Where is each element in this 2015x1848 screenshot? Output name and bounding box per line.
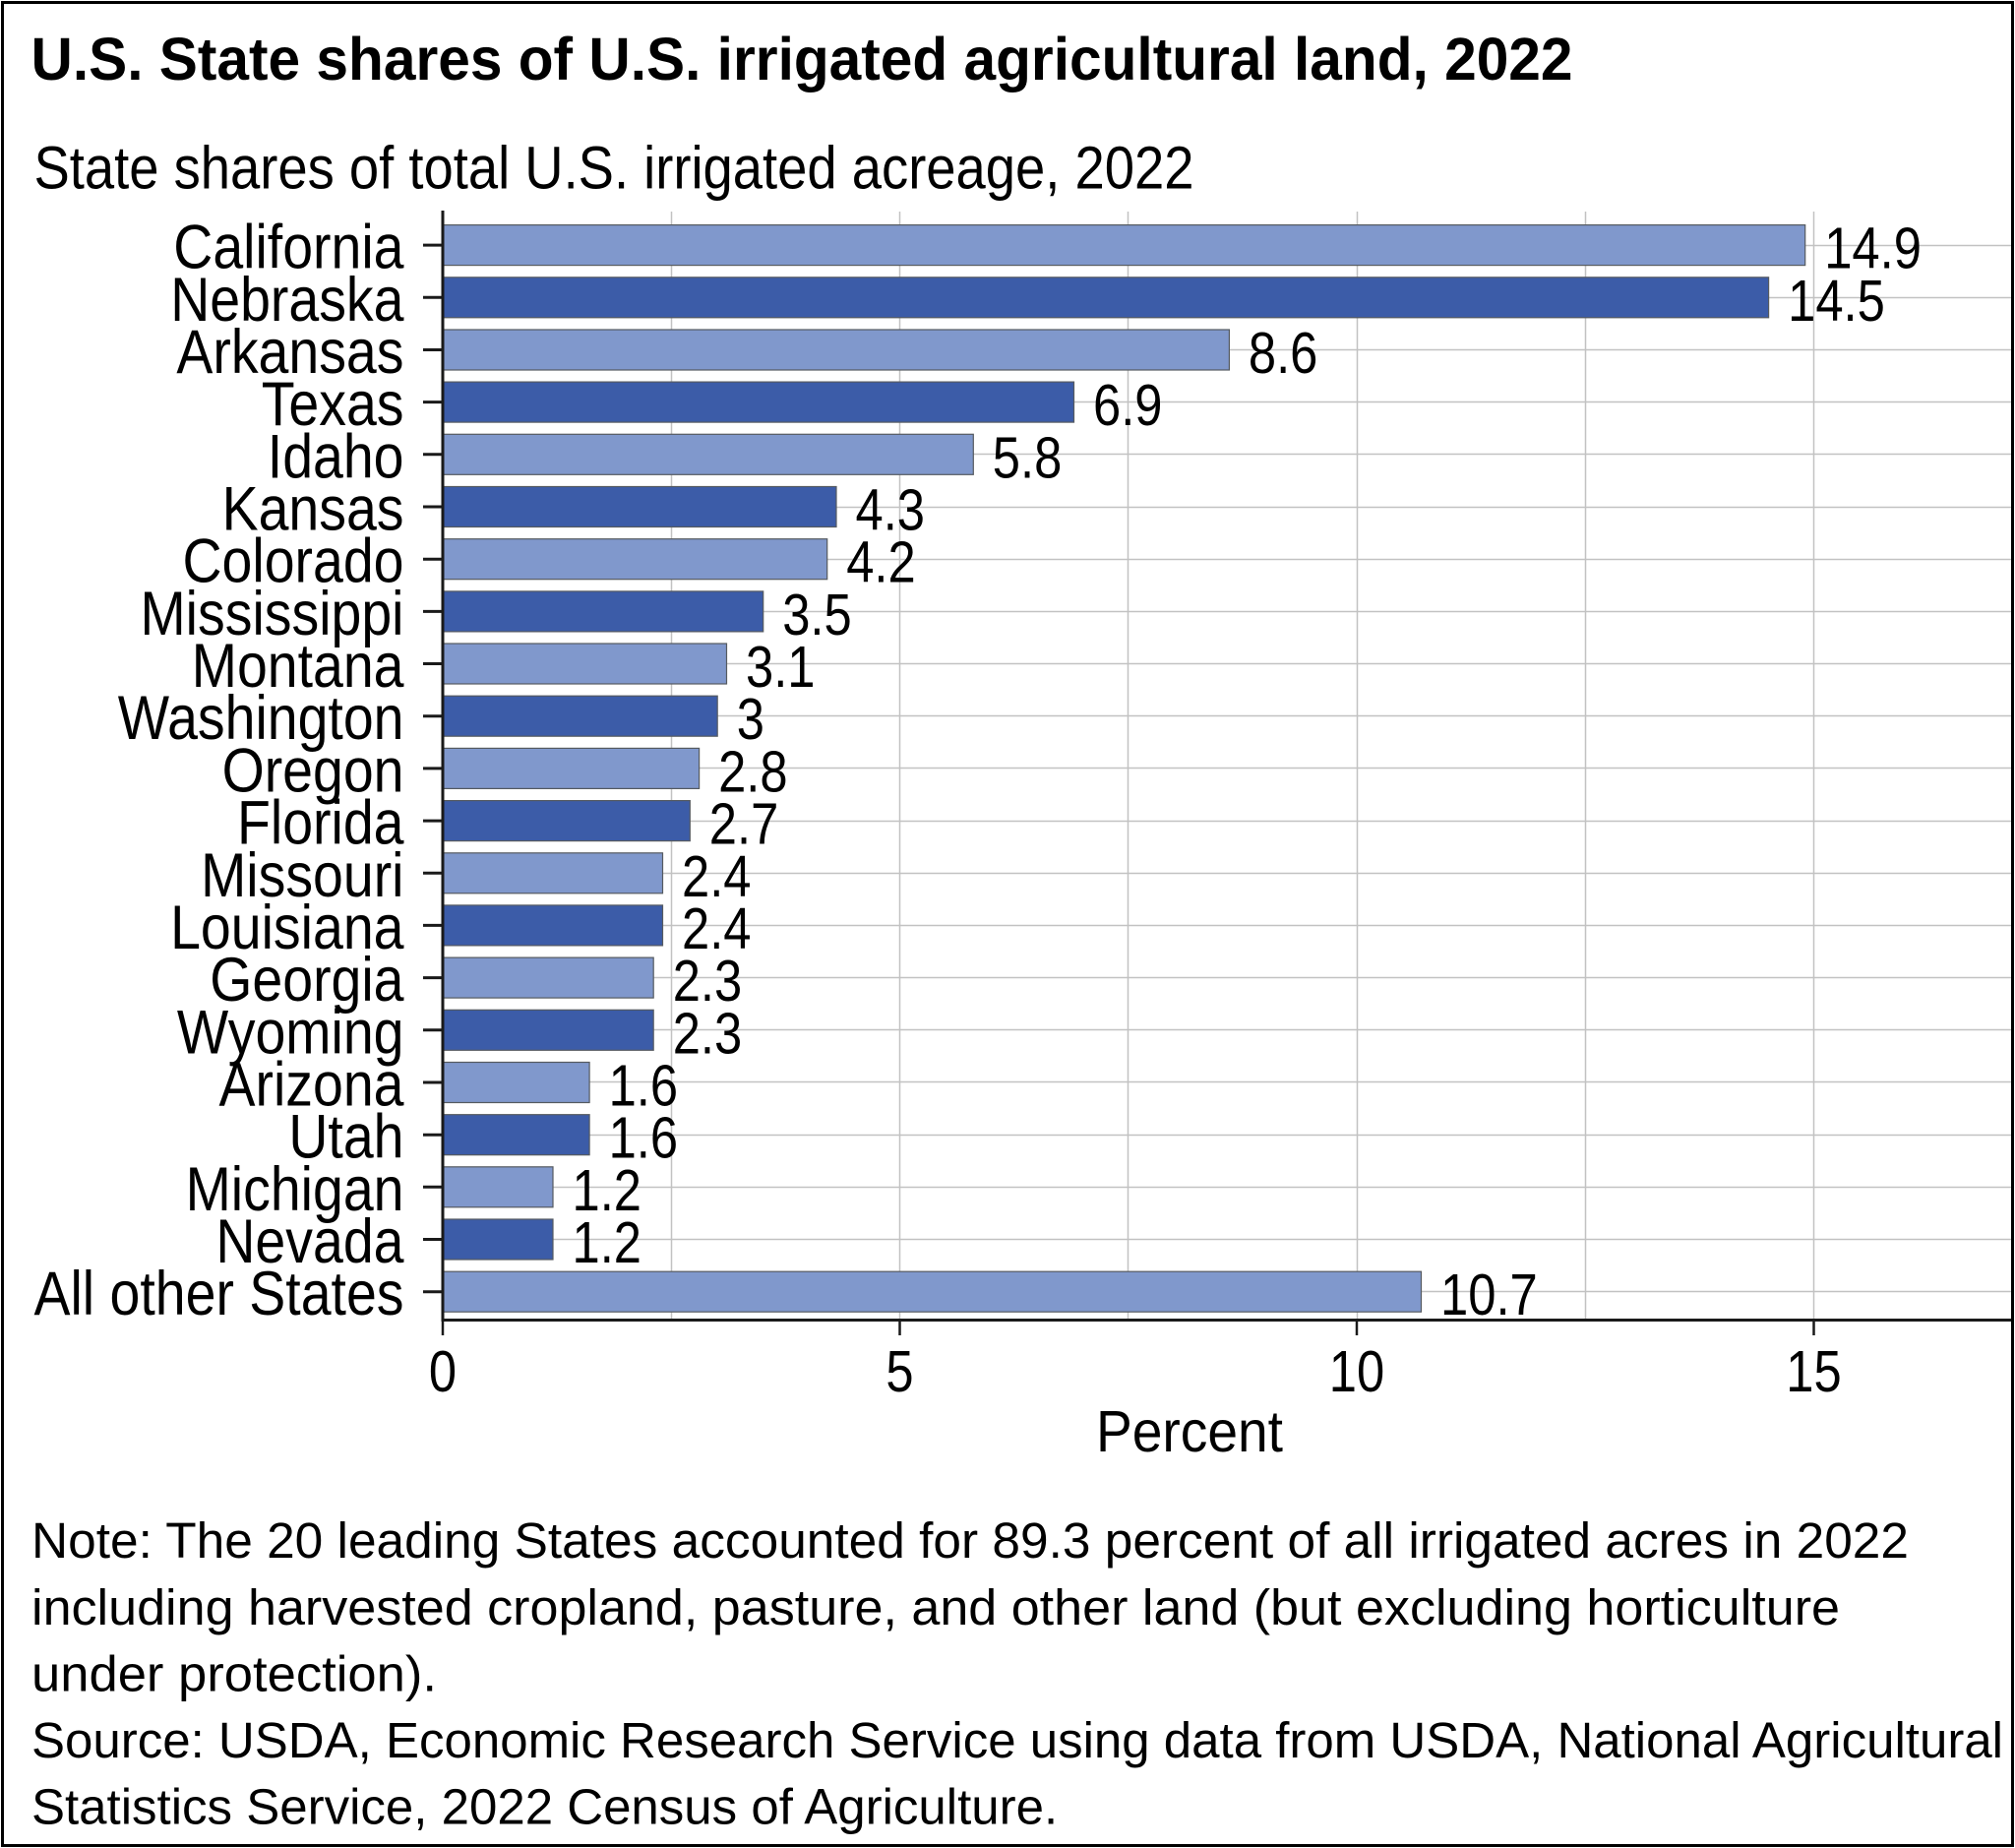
svg-text:2.7: 2.7 bbox=[709, 792, 779, 857]
svg-text:Oregon: Oregon bbox=[222, 736, 404, 805]
svg-text:2.4: 2.4 bbox=[682, 896, 752, 961]
svg-text:5: 5 bbox=[885, 1339, 913, 1404]
svg-text:2.4: 2.4 bbox=[682, 844, 752, 909]
svg-text:4.2: 4.2 bbox=[846, 530, 916, 595]
svg-text:3.1: 3.1 bbox=[746, 635, 816, 700]
svg-text:Wyoming: Wyoming bbox=[177, 998, 404, 1067]
svg-text:6.9: 6.9 bbox=[1093, 373, 1163, 438]
svg-text:14.5: 14.5 bbox=[1788, 269, 1885, 334]
svg-text:Source: USDA, Economic Researc: Source: USDA, Economic Research Service … bbox=[31, 1712, 2003, 1768]
svg-text:California: California bbox=[173, 214, 404, 282]
svg-text:Washington: Washington bbox=[118, 684, 404, 753]
svg-text:1.2: 1.2 bbox=[573, 1158, 642, 1223]
svg-text:Note: The 20 leading States ac: Note: The 20 leading States accounted fo… bbox=[31, 1512, 1909, 1569]
svg-text:Mississippi: Mississippi bbox=[141, 580, 404, 648]
svg-text:Georgia: Georgia bbox=[210, 946, 404, 1015]
svg-text:All other States: All other States bbox=[34, 1260, 404, 1328]
svg-text:Arkansas: Arkansas bbox=[176, 318, 403, 387]
svg-text:including harvested cropland,: including harvested cropland, pasture, a… bbox=[31, 1579, 1840, 1635]
svg-text:10.7: 10.7 bbox=[1440, 1263, 1538, 1327]
svg-text:Nevada: Nevada bbox=[215, 1207, 404, 1276]
svg-text:Florida: Florida bbox=[237, 789, 404, 858]
svg-text:Michigan: Michigan bbox=[186, 1155, 404, 1224]
svg-text:8.6: 8.6 bbox=[1249, 321, 1318, 386]
svg-text:14.9: 14.9 bbox=[1824, 216, 1922, 281]
svg-text:Kansas: Kansas bbox=[222, 475, 404, 544]
svg-text:Texas: Texas bbox=[262, 370, 404, 439]
svg-text:2.3: 2.3 bbox=[673, 1001, 743, 1066]
svg-text:Nebraska: Nebraska bbox=[170, 266, 404, 335]
svg-text:Percent: Percent bbox=[1096, 1399, 1283, 1464]
svg-text:3.5: 3.5 bbox=[782, 583, 852, 647]
svg-text:4.3: 4.3 bbox=[856, 478, 926, 543]
svg-text:Arizona: Arizona bbox=[219, 1051, 405, 1120]
svg-text:3: 3 bbox=[737, 687, 764, 752]
svg-text:2.8: 2.8 bbox=[718, 739, 788, 804]
svg-text:5.8: 5.8 bbox=[993, 425, 1063, 490]
svg-text:Colorado: Colorado bbox=[183, 527, 404, 596]
svg-text:Statistics Service, 2022 Censu: Statistics Service, 2022 Census of Agric… bbox=[31, 1779, 1058, 1835]
svg-text:under protection).: under protection). bbox=[31, 1645, 437, 1701]
svg-text:Missouri: Missouri bbox=[201, 841, 403, 910]
svg-text:1.6: 1.6 bbox=[609, 1054, 679, 1119]
svg-text:2.3: 2.3 bbox=[673, 949, 743, 1014]
svg-text:1.2: 1.2 bbox=[573, 1210, 642, 1275]
svg-text:Utah: Utah bbox=[288, 1103, 403, 1172]
svg-text:1.6: 1.6 bbox=[609, 1106, 679, 1171]
svg-text:Idaho: Idaho bbox=[268, 422, 404, 491]
svg-text:U.S. State shares of U.S. irri: U.S. State shares of U.S. irrigated agri… bbox=[31, 26, 1573, 92]
svg-text:Montana: Montana bbox=[192, 632, 405, 701]
svg-text:Louisiana: Louisiana bbox=[170, 893, 404, 962]
svg-text:15: 15 bbox=[1786, 1339, 1841, 1404]
svg-text:10: 10 bbox=[1329, 1339, 1384, 1404]
svg-text:State shares of total U.S. irr: State shares of total U.S. irrigated acr… bbox=[34, 134, 1194, 201]
svg-text:0: 0 bbox=[429, 1339, 457, 1404]
